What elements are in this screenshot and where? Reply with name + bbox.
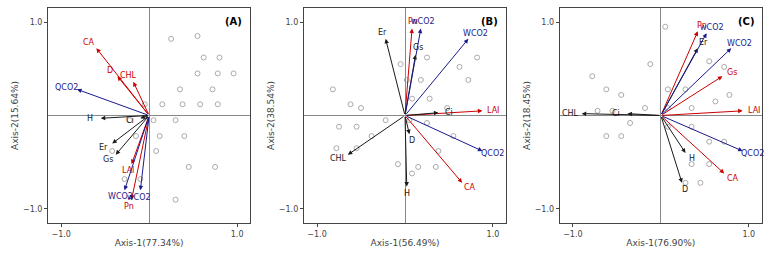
svg-text:H: H <box>689 154 695 163</box>
svg-text:WCO2: WCO2 <box>108 192 133 201</box>
svg-text:Ci: Ci <box>445 108 453 117</box>
svg-text:−1.0: −1.0 <box>23 205 42 214</box>
svg-text:−1.0: −1.0 <box>307 230 326 239</box>
svg-text:Gs: Gs <box>103 155 113 164</box>
svg-text:Pn: Pn <box>408 17 418 26</box>
svg-text:QCO2: QCO2 <box>55 83 78 92</box>
svg-text:Pn: Pn <box>124 202 134 211</box>
svg-text:D: D <box>107 66 113 75</box>
svg-text:1.0: 1.0 <box>487 230 500 239</box>
svg-text:Er: Er <box>378 28 387 37</box>
svg-text:Er: Er <box>699 38 708 47</box>
svg-text:wCO2: wCO2 <box>127 193 151 202</box>
svg-text:D: D <box>409 136 415 145</box>
svg-text:Axis-2(15.64%): Axis-2(15.64%) <box>10 81 20 150</box>
svg-text:1.0: 1.0 <box>541 18 554 27</box>
svg-text:−1.0: −1.0 <box>279 205 298 214</box>
svg-text:Ci: Ci <box>126 116 134 125</box>
svg-text:WCO2: WCO2 <box>463 29 488 38</box>
svg-text:QCO2: QCO2 <box>741 149 764 158</box>
svg-text:LAI: LAI <box>122 166 134 175</box>
svg-text:Gs: Gs <box>727 68 737 77</box>
svg-text:H: H <box>404 189 410 198</box>
svg-text:QCO2: QCO2 <box>481 149 504 158</box>
svg-text:(A): (A) <box>225 16 242 27</box>
svg-text:LAI: LAI <box>487 106 499 115</box>
svg-text:−1.0: −1.0 <box>535 205 554 214</box>
svg-text:1.0: 1.0 <box>30 18 43 27</box>
svg-text:−1.0: −1.0 <box>51 230 70 239</box>
svg-text:(B): (B) <box>481 16 498 27</box>
svg-text:wCO2: wCO2 <box>411 17 435 26</box>
svg-text:Axis-1(56.49%): Axis-1(56.49%) <box>371 238 440 248</box>
svg-text:CHL: CHL <box>330 154 347 163</box>
svg-text:CHL: CHL <box>562 109 579 118</box>
svg-text:Er: Er <box>99 143 108 152</box>
svg-text:Axis-2(38.54%): Axis-2(38.54%) <box>266 81 276 150</box>
svg-text:Gs: Gs <box>413 43 423 52</box>
svg-text:WCO2: WCO2 <box>727 39 752 48</box>
svg-text:CA: CA <box>464 183 476 192</box>
svg-text:CA: CA <box>83 38 95 47</box>
svg-text:Pn: Pn <box>697 21 707 30</box>
svg-text:CHL: CHL <box>120 71 137 80</box>
svg-text:D: D <box>682 185 688 194</box>
svg-text:−1.0: −1.0 <box>563 230 582 239</box>
svg-text:Axis-1(77.34%): Axis-1(77.34%) <box>115 238 184 248</box>
svg-text:1.0: 1.0 <box>742 230 755 239</box>
svg-text:(C): (C) <box>738 16 754 27</box>
svg-text:Axis-2(18.45%): Axis-2(18.45%) <box>522 81 532 150</box>
svg-text:1.0: 1.0 <box>231 230 244 239</box>
svg-text:Axis-1(76.90%): Axis-1(76.90%) <box>626 238 695 248</box>
svg-text:Ci: Ci <box>612 109 620 118</box>
svg-text:CA: CA <box>727 174 739 183</box>
svg-text:wCO2: wCO2 <box>700 23 724 32</box>
svg-text:H: H <box>87 114 93 123</box>
svg-text:1.0: 1.0 <box>286 18 299 27</box>
svg-text:LAI: LAI <box>748 106 760 115</box>
